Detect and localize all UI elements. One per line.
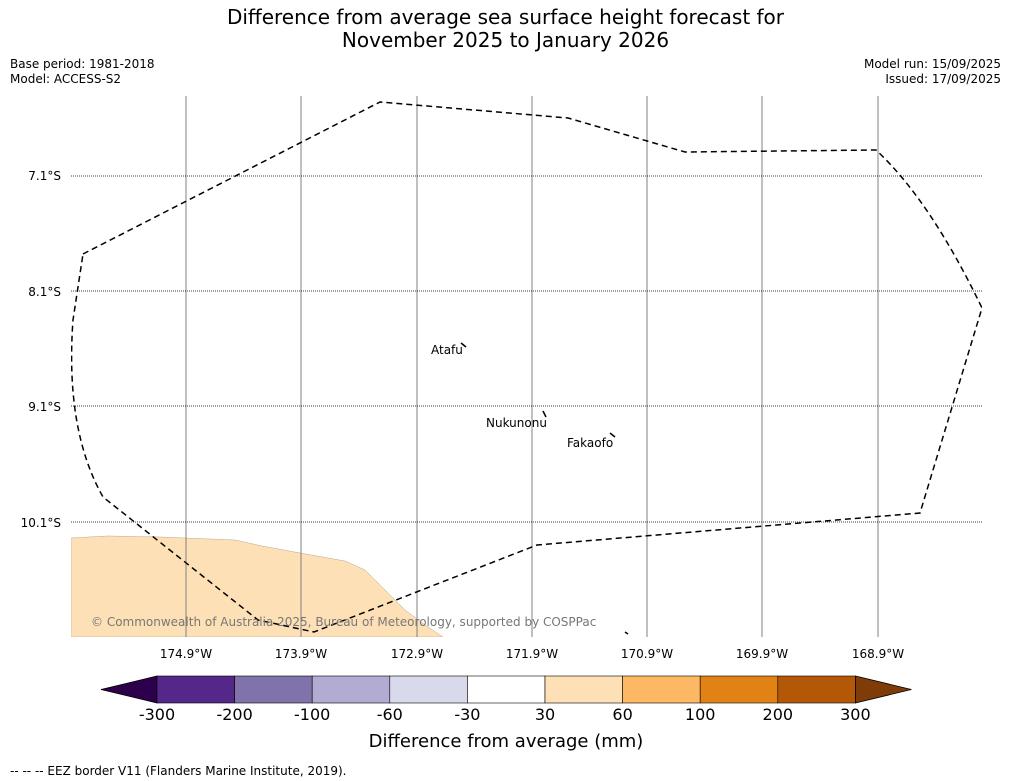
colorbar-segment — [777, 675, 856, 704]
title-line-1: Difference from average sea surface heig… — [226, 5, 785, 29]
atoll-fakaofo-marker — [609, 432, 616, 438]
colorbar-tick-label: -200 — [216, 705, 252, 724]
colorbar-segment — [156, 675, 235, 704]
lon-tick-label: 173.9°W — [275, 647, 327, 661]
metadata-right: Model run: 15/09/2025 Issued: 17/09/2025 — [864, 57, 1001, 87]
colorbar-tick-label: 100 — [685, 705, 716, 724]
lon-tick-label: 172.9°W — [391, 647, 443, 661]
lon-tick-label: 169.9°W — [736, 647, 788, 661]
model-run: Model run: 15/09/2025 — [863, 57, 1001, 71]
colorbar-extend-low — [100, 675, 158, 704]
colorbar-tick-label: -300 — [139, 705, 175, 724]
place-label-nukunonu: Nukunonu — [486, 416, 547, 430]
lat-ticks: 7.1°S 8.1°S 9.1°S 10.1°S — [21, 169, 61, 530]
colorbar-tick-label: -30 — [454, 705, 480, 724]
colorbar-tick-label: 60 — [612, 705, 632, 724]
model-name: Model: ACCESS-S2 — [10, 72, 122, 86]
colorbar-label: Difference from average (mm) — [369, 731, 644, 752]
chart-title: Difference from average sea surface heig… — [0, 6, 1011, 52]
base-period: Base period: 1981-2018 — [10, 57, 155, 71]
colorbar-segment — [699, 675, 779, 704]
lon-ticks: 174.9°W 173.9°W 172.9°W 171.9°W 170.9°W … — [160, 647, 904, 661]
atoll-small-marker — [624, 631, 629, 635]
colorbar-ticks: -300 -200 -100 -60 -30 30 60 100 200 300 — [139, 705, 871, 724]
colorbar-segment — [467, 675, 546, 704]
colorbar-segments — [100, 675, 912, 704]
colorbar-segment — [311, 675, 391, 704]
lon-tick-label: 170.9°W — [621, 647, 673, 661]
colorbar-tick-label: 300 — [840, 705, 871, 724]
lat-tick-label: 7.1°S — [28, 169, 61, 183]
colorbar-tick-label: -100 — [294, 705, 330, 724]
shaded-region — [71, 535, 444, 637]
lon-tick-label: 174.9°W — [160, 647, 212, 661]
atoll-atafu-marker — [460, 342, 467, 348]
copyright-text: © Commonwealth of Australia 2025, Bureau… — [91, 615, 596, 629]
colorbar-tick-label: -60 — [377, 705, 403, 724]
place-label-atafu: Atafu — [431, 343, 463, 357]
metadata-left: Base period: 1981-2018 Model: ACCESS-S2 — [10, 57, 155, 87]
issued-date: Issued: 17/09/2025 — [885, 72, 1001, 86]
colorbar-tick-label: 30 — [535, 705, 555, 724]
colorbar-segment — [234, 675, 313, 704]
meridian-lines — [185, 96, 879, 637]
lon-tick-label: 168.9°W — [852, 647, 904, 661]
lat-tick-label: 8.1°S — [28, 285, 61, 299]
title-line-2: November 2025 to January 2026 — [341, 28, 670, 52]
colorbar-extend-high — [855, 675, 912, 704]
eez-border — [71, 101, 982, 633]
colorbar-segment — [544, 675, 623, 704]
colorbar-tick-label: 200 — [763, 705, 794, 724]
eez-legend-note: -- -- -- EEZ border V11 (Flanders Marine… — [10, 764, 347, 778]
lat-tick-label: 9.1°S — [28, 400, 61, 414]
map-frame: Atafu Nukunonu Fakaofo © Commonwealth of… — [71, 96, 982, 637]
colorbar-segment — [389, 675, 468, 704]
lon-tick-label: 171.9°W — [506, 647, 558, 661]
place-label-fakaofo: Fakaofo — [567, 436, 613, 450]
lat-tick-label: 10.1°S — [21, 516, 61, 530]
atoll-nukunonu-marker — [542, 410, 547, 418]
colorbar-segment — [622, 675, 701, 704]
